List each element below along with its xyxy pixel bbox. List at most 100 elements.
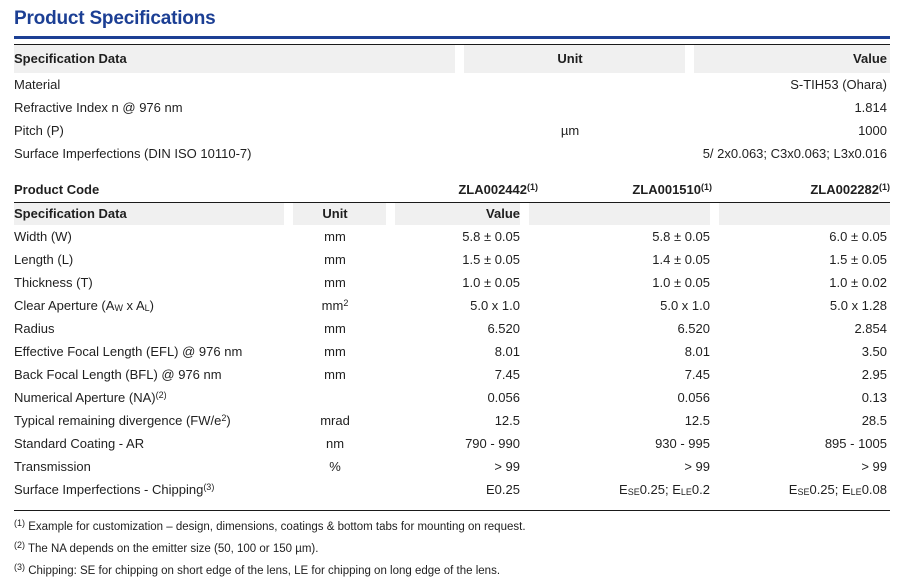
spec-value-2: 6.520: [677, 321, 710, 336]
table-row: Back Focal Length (BFL) @ 976 nm mm 7.45…: [14, 363, 890, 386]
spec-value-3: 6.0 ± 0.05: [829, 229, 887, 244]
spec-unit: µm: [560, 122, 580, 138]
general-spec-table: Specification Data Unit Value Material S…: [14, 44, 890, 165]
header-specification-data: Specification Data: [14, 44, 455, 73]
spec-value-3: 3.50: [861, 344, 887, 359]
header-empty: [520, 201, 710, 225]
spec-value-1: 6.520: [487, 321, 520, 336]
product-code-row: Product Code ZLA002442(1) ZLA001510(1) Z…: [14, 178, 890, 202]
table-row: Surface Imperfections (DIN ISO 10110-7) …: [14, 142, 890, 165]
table-row: Effective Focal Length (EFL) @ 976 nm mm…: [14, 340, 890, 363]
spec-value-2: 1.0 ± 0.05: [652, 275, 710, 290]
product-code-3: ZLA002282(1): [810, 182, 890, 197]
footnote-divider: [14, 510, 890, 511]
spec-unit: %: [329, 459, 341, 474]
spec-value-3: ESE0.25; ELE0.08: [788, 482, 887, 497]
spec-label: Radius: [14, 321, 55, 336]
spec-unit: mm: [324, 252, 346, 267]
spec-value-2: 7.45: [684, 367, 710, 382]
spec-unit: mrad: [320, 413, 350, 428]
spec-unit: nm: [325, 436, 345, 451]
header-specification-data: Specification Data: [14, 201, 284, 225]
footnote-1: (1) Example for customization – design, …: [14, 518, 526, 534]
spec-label: Length (L): [14, 252, 74, 267]
spec-label: Effective Focal Length (EFL) @ 976 nm: [14, 344, 243, 359]
spec-unit: [284, 386, 386, 409]
footnotes: (1) Example for customization – design, …: [14, 516, 890, 582]
spec-unit: [455, 96, 685, 119]
spec-value-2: ESE0.25; ELE0.2: [619, 482, 710, 497]
spec-value-1: 1.5 ± 0.05: [462, 252, 520, 267]
spec-value-3: 2.854: [854, 321, 887, 336]
spec-unit: mm: [324, 275, 346, 290]
spec-value-3: 28.5: [861, 413, 887, 428]
table-header-row: Specification Data Unit Value: [14, 201, 890, 225]
header-empty: [710, 201, 890, 225]
table-row: Numerical Aperture (NA)(2) 0.056 0.056 0…: [14, 386, 890, 409]
spec-value-2: 930 - 995: [655, 436, 710, 451]
table-row: Radius mm 6.520 6.520 2.854: [14, 317, 890, 340]
spec-label: Numerical Aperture (NA)(2): [14, 390, 167, 405]
table-row: Standard Coating - AR nm 790 - 990 930 -…: [14, 432, 890, 455]
spec-value-2: 0.056: [677, 390, 710, 405]
footnote-2: (2) The NA depends on the emitter size (…: [14, 540, 319, 556]
spec-value-2: 5.0 x 1.0: [660, 298, 710, 313]
table-row: Thickness (T) mm 1.0 ± 0.05 1.0 ± 0.05 1…: [14, 271, 890, 294]
spec-label: Back Focal Length (BFL) @ 976 nm: [14, 367, 222, 382]
spec-value-3: 5.0 x 1.28: [829, 298, 887, 313]
spec-label: Surface Imperfections - Chipping(3): [14, 482, 215, 497]
product-code-1: ZLA002442(1): [458, 182, 538, 197]
spec-unit: mm2: [321, 298, 349, 313]
spec-value-1: 8.01: [494, 344, 520, 359]
spec-label: Refractive Index n @ 976 nm: [14, 99, 183, 115]
spec-label: Surface Imperfections (DIN ISO 10110-7): [14, 145, 252, 161]
spec-value-1: 0.056: [487, 390, 520, 405]
header-value: Value: [386, 201, 520, 225]
spec-value-1: > 99: [494, 459, 520, 474]
spec-value-2: 8.01: [684, 344, 710, 359]
spec-unit: [455, 73, 685, 96]
title-underline: [14, 36, 890, 39]
table-row: Clear Aperture (AW x AL) mm2 5.0 x 1.0 5…: [14, 294, 890, 317]
spec-value: S-TIH53 (Ohara): [790, 76, 887, 92]
table-row: Refractive Index n @ 976 nm 1.814: [14, 96, 890, 119]
header-value: Value: [685, 44, 890, 73]
spec-value-1: 7.45: [494, 367, 520, 382]
header-unit: Unit: [284, 201, 386, 225]
spec-value-3: 2.95: [861, 367, 887, 382]
spec-value-1: 790 - 990: [465, 436, 520, 451]
spec-label: Typical remaining divergence (FW/e2): [14, 413, 231, 428]
spec-label: Transmission: [14, 459, 91, 474]
spec-value-2: 12.5: [684, 413, 710, 428]
spec-label: Thickness (T): [14, 275, 93, 290]
product-code-2: ZLA001510(1): [632, 182, 712, 197]
footnote-3: (3) Chipping: SE for chipping on short e…: [14, 562, 501, 578]
spec-value-2: > 99: [684, 459, 710, 474]
spec-value-1: E0.25: [486, 482, 520, 497]
table-row: Material S-TIH53 (Ohara): [14, 73, 890, 96]
spec-value-3: 895 - 1005: [824, 436, 887, 451]
spec-value-1: 1.0 ± 0.05: [462, 275, 520, 290]
spec-unit: [455, 142, 685, 165]
spec-value-1: 12.5: [494, 413, 520, 428]
spec-value: 5/ 2x0.063; C3x0.063; L3x0.016: [702, 145, 887, 161]
table-row: Surface Imperfections - Chipping(3) E0.2…: [14, 478, 890, 501]
spec-value-3: 0.13: [861, 390, 887, 405]
spec-unit: mm: [324, 367, 346, 382]
page-title: Product Specifications: [14, 8, 216, 29]
spec-label: Material: [14, 76, 61, 92]
product-spec-table: Specification Data Unit Value Width (W) …: [14, 201, 890, 502]
header-unit: Unit: [455, 44, 685, 73]
spec-label: Width (W): [14, 229, 72, 244]
spec-value-3: > 99: [861, 459, 887, 474]
spec-label: Standard Coating - AR: [14, 436, 145, 451]
spec-unit: mm: [324, 321, 346, 336]
spec-value-3: 1.5 ± 0.05: [829, 252, 887, 267]
spec-value: 1.814: [854, 99, 887, 115]
table-row: Typical remaining divergence (FW/e2) mra…: [14, 409, 890, 432]
table-header-row: Specification Data Unit Value: [14, 44, 890, 73]
table-row: Transmission % > 99 > 99 > 99: [14, 455, 890, 478]
spec-value: 1000: [858, 122, 887, 138]
spec-unit: [284, 478, 386, 501]
